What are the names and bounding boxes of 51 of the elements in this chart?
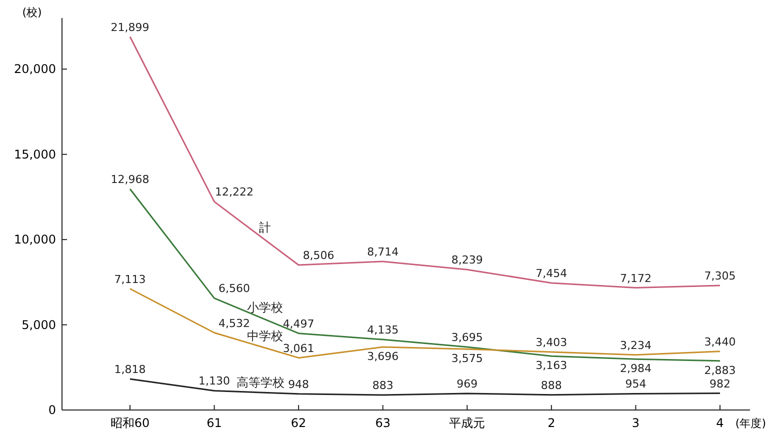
y-tick-label: 0 xyxy=(48,403,56,417)
data-label: 888 xyxy=(540,378,562,392)
data-label: 7,305 xyxy=(704,269,736,282)
y-axis-title: (校) xyxy=(22,6,42,19)
data-label: 969 xyxy=(456,377,478,390)
x-tick-label: 62 xyxy=(290,416,306,430)
data-label: 982 xyxy=(710,377,730,390)
data-label: 3,061 xyxy=(282,342,314,355)
data-label: 3,403 xyxy=(536,336,568,349)
data-label: 3,695 xyxy=(451,331,483,344)
data-label: 21,899 xyxy=(110,20,150,34)
data-label: 12,222 xyxy=(215,186,254,199)
data-label: 7,454 xyxy=(536,266,568,280)
data-label: 3,575 xyxy=(451,352,483,366)
data-label: 2,883 xyxy=(704,364,736,377)
data-label: 948 xyxy=(288,378,310,391)
x-tick-label: 61 xyxy=(206,416,222,430)
data-label: 4,497 xyxy=(282,317,314,330)
x-tick-label: 3 xyxy=(632,416,640,430)
series-label: 高等学校 xyxy=(236,375,285,390)
data-label: 8,714 xyxy=(367,245,399,258)
data-label: 4,532 xyxy=(218,316,250,330)
series-label: 計 xyxy=(258,220,271,235)
series-label: 中学校 xyxy=(246,328,283,343)
x-tick-label: 昭和60 xyxy=(110,416,150,430)
data-label: 7,113 xyxy=(114,272,146,286)
data-label: 2,984 xyxy=(620,362,652,376)
data-label: 3,440 xyxy=(704,335,736,348)
x-tick-label: 4 xyxy=(716,416,724,430)
y-tick-label: 10,000 xyxy=(14,232,56,247)
data-label: 6,560 xyxy=(218,282,250,296)
data-label: 8,506 xyxy=(302,249,334,262)
x-tick-label: 平成元 xyxy=(449,416,486,430)
data-label: 4,135 xyxy=(367,324,399,337)
data-label: 883 xyxy=(372,378,394,392)
y-tick-label: 5,000 xyxy=(22,318,56,332)
series-label: 小学校 xyxy=(246,300,283,314)
data-label: 1,818 xyxy=(114,363,146,376)
data-label: 954 xyxy=(625,378,646,391)
x-axis-title: (年度) xyxy=(735,417,766,430)
data-label: 3,163 xyxy=(536,359,568,372)
data-label: 8,239 xyxy=(451,254,483,267)
y-tick-label: 20,000 xyxy=(14,62,56,76)
x-tick-label: 63 xyxy=(375,416,390,430)
data-label: 7,172 xyxy=(620,272,652,285)
data-label: 3,234 xyxy=(620,338,652,352)
data-label: 12,968 xyxy=(110,172,150,186)
y-tick-label: 15,000 xyxy=(14,147,56,162)
data-label: 3,696 xyxy=(367,350,399,364)
x-tick-label: 2 xyxy=(548,416,556,430)
data-label: 1,130 xyxy=(198,374,230,388)
